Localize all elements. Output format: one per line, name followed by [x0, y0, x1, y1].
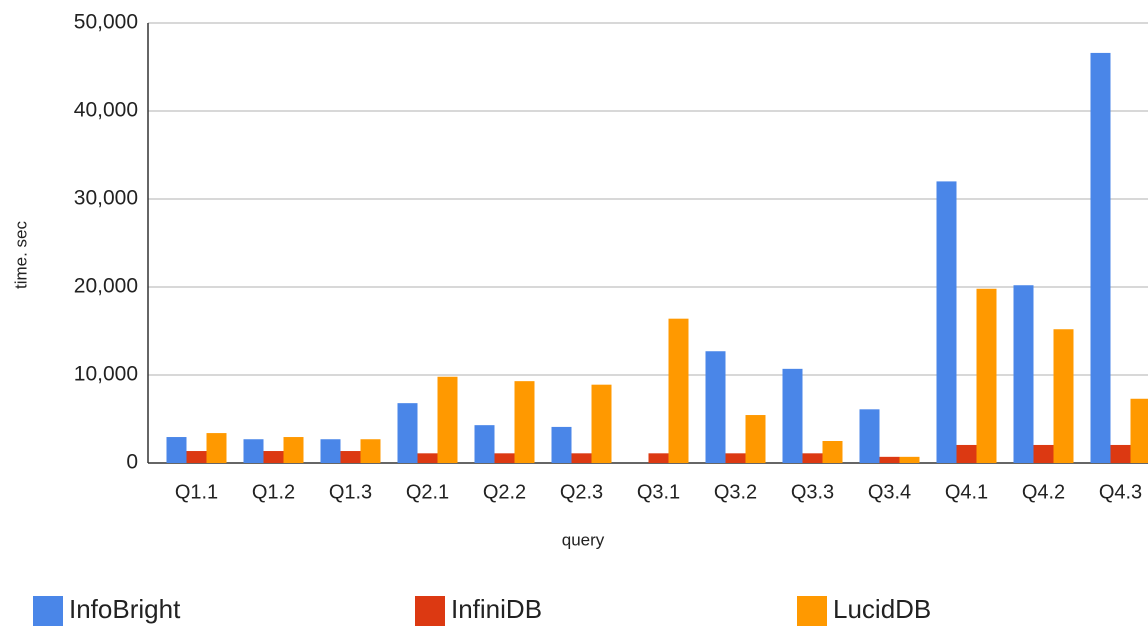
- bar: [782, 368, 803, 463]
- x-tick-label: Q3.4: [868, 481, 911, 503]
- bar: [186, 451, 207, 463]
- bar: [668, 318, 689, 463]
- bar: [514, 381, 535, 463]
- y-tick-label: 0: [126, 451, 138, 474]
- x-tick-label: Q2.3: [560, 481, 603, 503]
- bar: [802, 453, 823, 463]
- bar: [745, 415, 766, 463]
- bar: [1130, 398, 1148, 463]
- bar: [206, 433, 227, 463]
- bar: [822, 441, 843, 463]
- bar: [166, 437, 187, 463]
- x-tick-label: Q2.2: [483, 481, 526, 503]
- bar: [243, 439, 264, 463]
- bar: [1090, 52, 1111, 464]
- y-tick-label: 50,000: [74, 11, 138, 34]
- bar: [936, 181, 957, 463]
- bar: [725, 453, 746, 463]
- y-tick-label: 20,000: [74, 275, 138, 298]
- x-tick-label: Q3.1: [637, 481, 680, 503]
- bar: [1053, 329, 1074, 463]
- x-tick-label: Q4.3: [1099, 481, 1142, 503]
- bar: [494, 453, 515, 463]
- y-axis-title: time. sec: [11, 220, 30, 289]
- bar: [340, 451, 361, 463]
- x-tick-label: Q1.1: [175, 481, 218, 503]
- bar: [320, 439, 341, 463]
- legend-label: InfiniDB: [451, 594, 542, 624]
- bar: [859, 409, 880, 463]
- x-tick-label: Q4.1: [945, 481, 988, 503]
- bar: [437, 376, 458, 463]
- legend-label: LucidDB: [833, 594, 931, 624]
- legend-label: InfoBright: [69, 594, 181, 624]
- bar: [360, 439, 381, 463]
- bar: [417, 453, 438, 463]
- bar: [474, 425, 495, 463]
- x-tick-label: Q2.1: [406, 481, 449, 503]
- bar: [571, 453, 592, 463]
- bar: [899, 456, 920, 463]
- bar: [879, 456, 900, 463]
- legend-swatch: [33, 596, 63, 626]
- x-tick-label: Q4.2: [1022, 481, 1065, 503]
- bar: [976, 288, 997, 463]
- x-tick-label: Q1.3: [329, 481, 372, 503]
- x-tick-label: Q1.2: [252, 481, 295, 503]
- bar: [705, 351, 726, 463]
- x-axis-title: query: [562, 530, 605, 549]
- bar: [551, 426, 572, 463]
- x-tick-label: Q3.2: [714, 481, 757, 503]
- bar: [1013, 285, 1034, 463]
- y-tick-label: 30,000: [74, 187, 138, 210]
- bar: [263, 451, 284, 463]
- bar: [591, 384, 612, 463]
- bar: [397, 403, 418, 463]
- bar: [648, 453, 669, 463]
- x-tick-label: Q3.3: [791, 481, 834, 503]
- bar: [1033, 444, 1054, 463]
- legend-swatch: [415, 596, 445, 626]
- bar: [1110, 444, 1131, 463]
- bar: [283, 437, 304, 463]
- y-tick-label: 10,000: [74, 363, 138, 386]
- bar: [956, 444, 977, 463]
- legend-swatch: [797, 596, 827, 626]
- y-tick-label: 40,000: [74, 99, 138, 122]
